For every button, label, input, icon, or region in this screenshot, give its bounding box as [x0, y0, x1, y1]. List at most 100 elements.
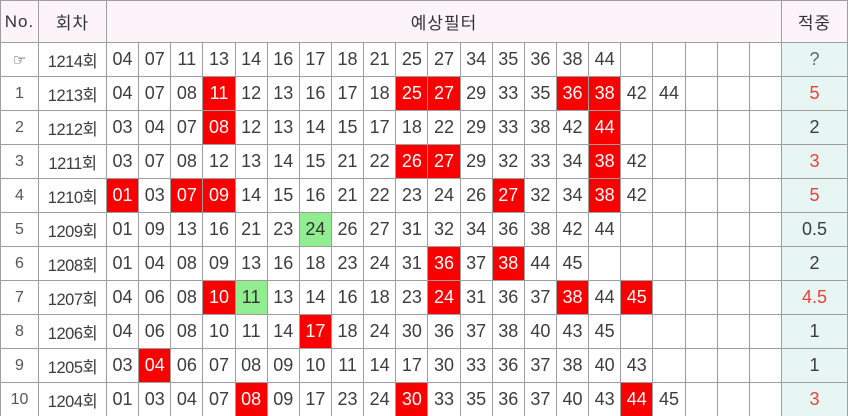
number-cell: 08 [170, 76, 204, 111]
empty-cell [652, 246, 686, 281]
number-cell: 37 [523, 280, 557, 315]
number-cell: 04 [170, 382, 204, 416]
number-cell: 27 [491, 178, 525, 213]
empty-cell [588, 246, 622, 281]
number-cell: 33 [491, 76, 525, 111]
number-cell: 33 [491, 110, 525, 145]
number-cell: 42 [555, 212, 590, 247]
empty-cell [716, 212, 750, 247]
number-cell: 11 [234, 280, 268, 315]
round-cell: 1210회 [38, 178, 107, 213]
number-cell: 14 [298, 110, 332, 145]
number-cell: 14 [266, 314, 300, 349]
header-row: No. 회차 예상필터 적중 [0, 0, 848, 43]
number-cell: 40 [555, 382, 590, 416]
empty-cell [652, 178, 686, 213]
number-cell: 29 [459, 110, 493, 145]
number-cell: 14 [234, 178, 268, 213]
hit-value-cell: 1 [781, 348, 848, 383]
empty-cell [748, 178, 783, 213]
row-index-cell: 5 [0, 212, 39, 247]
number-cell: 24 [427, 178, 461, 213]
hit-value-cell: 5 [781, 76, 848, 111]
number-cell: 03 [138, 178, 172, 213]
number-cell: 08 [234, 348, 268, 383]
empty-cell [652, 280, 686, 315]
number-cell: 43 [620, 348, 654, 383]
number-cell: 12 [234, 110, 268, 145]
col-header-round: 회차 [38, 0, 107, 43]
empty-cell [748, 76, 783, 111]
number-cell: 13 [266, 76, 300, 111]
number-cell: 26 [395, 144, 429, 179]
number-cell: 22 [427, 110, 461, 145]
number-cell: 10 [202, 314, 236, 349]
number-cell: 36 [427, 246, 461, 281]
number-cell: 01 [105, 246, 140, 281]
number-cell: 13 [266, 110, 300, 145]
empty-cell [684, 42, 718, 77]
number-cell: 17 [395, 348, 429, 383]
number-cell: 35 [523, 76, 557, 111]
hit-value-cell: 4.5 [781, 280, 848, 315]
number-cell: 44 [652, 76, 686, 111]
number-cell: 07 [138, 144, 172, 179]
number-cell: 43 [588, 382, 622, 416]
round-cell: 1205회 [38, 348, 107, 383]
table-row: 4 1210회 01 03 07 09 14 15 16 21 22 23 24 26 27 32 34 38 42… [0, 178, 848, 213]
number-cell: 26 [330, 212, 365, 247]
number-cell: 43 [555, 314, 590, 349]
number-cell: 18 [298, 246, 332, 281]
empty-cell [684, 212, 718, 247]
empty-cell [716, 348, 750, 383]
number-cell: 44 [588, 212, 622, 247]
number-cell: 42 [620, 178, 654, 213]
number-cell: 31 [459, 280, 493, 315]
empty-cell [684, 280, 718, 315]
number-cell: 08 [170, 246, 204, 281]
number-cell: 30 [395, 382, 429, 416]
number-cell: 32 [491, 144, 525, 179]
table-row: 9 1205회 03 04 06 07 08 09 10 11 14 17 30 33 36 37 38 40 43… [0, 348, 848, 383]
number-cell: 18 [363, 76, 397, 111]
number-cell: 07 [138, 76, 172, 111]
empty-cell [716, 314, 750, 349]
number-cell: 22 [363, 144, 397, 179]
empty-cell [652, 314, 686, 349]
round-cell: 1208회 [38, 246, 107, 281]
number-cell: 18 [395, 110, 429, 145]
hit-value-cell: 1 [781, 314, 848, 349]
number-cell: 14 [363, 348, 397, 383]
number-cell: 38 [555, 42, 590, 77]
round-cell: 1204회 [38, 382, 107, 416]
number-cell: 04 [105, 314, 140, 349]
number-cell: 32 [427, 212, 461, 247]
number-cell: 38 [523, 212, 557, 247]
number-cell: 03 [105, 110, 140, 145]
number-cell: 09 [202, 246, 236, 281]
number-cell: 24 [363, 382, 397, 416]
number-cell: 38 [491, 314, 525, 349]
number-cell: 15 [330, 110, 365, 145]
empty-cell [684, 144, 718, 179]
number-cell: 16 [298, 178, 332, 213]
number-cell: 13 [234, 246, 268, 281]
hit-value-cell: 5 [781, 178, 848, 213]
number-cell: 33 [523, 144, 557, 179]
table-body: ☞ 1214회 04 07 11 13 14 16 17 18 21 25 27 34 35 36 38 44? 1… [0, 42, 848, 416]
number-cell: 17 [298, 314, 332, 349]
number-cell: 08 [234, 382, 268, 416]
row-index-cell: 1 [0, 76, 39, 111]
row-index-cell: 7 [0, 280, 39, 315]
row-index-cell: 9 [0, 348, 39, 383]
number-cell: 18 [363, 280, 397, 315]
number-cell: 38 [555, 280, 590, 315]
number-cell: 07 [170, 178, 204, 213]
number-cell: 13 [170, 212, 204, 247]
number-cell: 45 [620, 280, 654, 315]
number-cell: 36 [491, 382, 525, 416]
number-cell: 37 [459, 314, 493, 349]
number-cell: 04 [138, 246, 172, 281]
number-cell: 23 [330, 246, 365, 281]
